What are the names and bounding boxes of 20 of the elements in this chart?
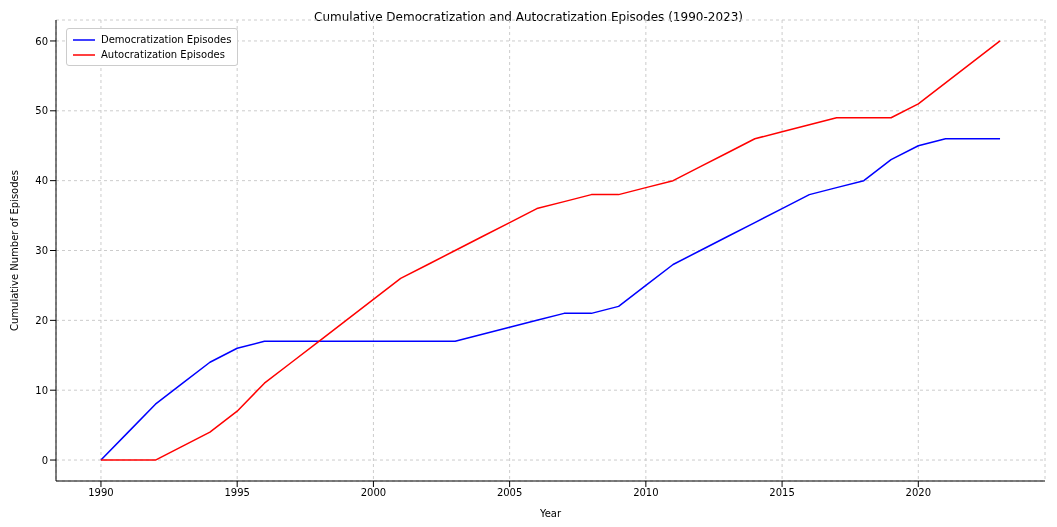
y-tick-label: 20: [35, 314, 48, 326]
x-tick-label: 2015: [769, 487, 795, 499]
y-axis-title: Cumulative Number of Episodes: [8, 170, 20, 331]
x-tick-label: 2005: [496, 487, 523, 499]
y-tick-label: 30: [35, 245, 48, 257]
line-series: [100, 137, 1001, 461]
y-tick-label: 0: [41, 454, 48, 466]
x-tick-label: 1990: [88, 487, 114, 499]
x-tick-label: 1995: [224, 487, 250, 499]
y-tick-label: 10: [35, 384, 48, 396]
chart-title: Cumulative Democratization and Autocratization Episodes (1990-2023): [313, 10, 744, 24]
y-tick-label: 40: [35, 175, 48, 187]
x-tick-label: 2010: [633, 487, 659, 499]
legend-label: Autocratization Episodes: [101, 48, 225, 62]
x-axis-title: Year: [538, 508, 562, 519]
legend-label: Democratization Episodes: [101, 33, 232, 47]
x-tick-label: 2020: [905, 487, 932, 499]
x-tick-label: 2000: [360, 487, 387, 499]
y-tick-label: 50: [35, 105, 48, 117]
y-tick-label: 60: [35, 35, 48, 47]
